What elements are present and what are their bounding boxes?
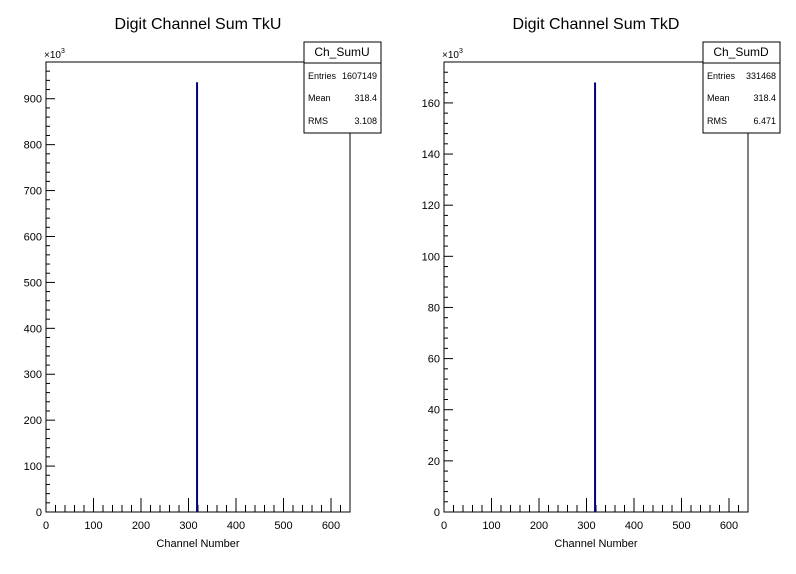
x-tick-label: 100 — [482, 520, 500, 532]
y-tick-label: 0 — [36, 507, 42, 519]
stats-label-rms: RMS — [308, 116, 328, 126]
y-tick-label: 60 — [428, 354, 440, 366]
x-tick-label: 300 — [577, 520, 595, 532]
y-tick-label: 160 — [422, 98, 440, 110]
x-tick-label: 500 — [274, 520, 292, 532]
y-tick-label: 900 — [24, 94, 42, 106]
x-tick-label: 200 — [530, 520, 548, 532]
y-axis-ticks: 0 20 40 60 80 100 120 140 160 — [422, 61, 453, 519]
chart-title: Digit Channel Sum TkU — [115, 16, 282, 33]
y-tick-label: 700 — [24, 186, 42, 198]
x-axis-ticks: 0 100 200 300 400 500 600 — [43, 498, 351, 532]
x-tick-label: 600 — [322, 520, 340, 532]
x-axis-label: Channel Number — [554, 538, 637, 550]
y-tick-label: 400 — [24, 323, 42, 335]
stats-box-frame — [702, 41, 781, 134]
x-tick-label: 200 — [132, 520, 150, 532]
stats-label-rms: RMS — [707, 116, 727, 126]
x-tick-label: 400 — [227, 520, 245, 532]
stats-name: Ch_SumU — [314, 45, 369, 59]
y-tick-label: 120 — [422, 200, 440, 212]
y-tick-label: 600 — [24, 231, 42, 243]
y-tick-label: 140 — [422, 149, 440, 161]
x-tick-label: 600 — [720, 520, 738, 532]
x-tick-label: 300 — [179, 520, 197, 532]
stats-value-mean: 318.4 — [753, 93, 776, 103]
y-multiplier: ×103 — [442, 48, 463, 61]
y-multiplier: ×103 — [44, 48, 65, 61]
y-axis-ticks: 0 100 200 300 400 500 600 700 800 900 — [24, 61, 55, 519]
panel-tku: Digit Channel Sum TkU ×103 0 100 200 300 400… — [24, 16, 382, 550]
stats-label-entries: Entries — [707, 71, 736, 81]
stats-label-entries: Entries — [308, 71, 337, 81]
stats-box-frame — [303, 41, 382, 134]
stats-name: Ch_SumD — [713, 45, 769, 59]
y-tick-label: 300 — [24, 369, 42, 381]
stats-value-rms: 6.471 — [753, 116, 776, 126]
y-tick-label: 40 — [428, 405, 440, 417]
y-tick-label: 20 — [428, 456, 440, 468]
x-tick-label: 0 — [441, 520, 447, 532]
y-tick-label: 200 — [24, 415, 42, 427]
stats-box: Ch_SumU Entries 1607149 Mean 318.4 RMS 3… — [303, 41, 382, 134]
stats-value-entries: 331468 — [746, 71, 776, 81]
x-axis-label: Channel Number — [156, 538, 239, 550]
y-tick-label: 800 — [24, 140, 42, 152]
y-tick-label: 500 — [24, 277, 42, 289]
stats-value-mean: 318.4 — [354, 93, 377, 103]
stats-value-entries: 1607149 — [342, 71, 377, 81]
y-tick-label: 0 — [434, 507, 440, 519]
y-tick-label: 100 — [422, 251, 440, 263]
panel-tkd: Digit Channel Sum TkD ×103 0 100 200 300 400… — [422, 16, 781, 550]
stats-value-rms: 3.108 — [354, 116, 377, 126]
x-axis-ticks: 0 100 200 300 400 500 600 — [441, 498, 749, 532]
x-tick-label: 400 — [625, 520, 643, 532]
stats-label-mean: Mean — [707, 93, 730, 103]
y-tick-label: 100 — [24, 461, 42, 473]
y-tick-label: 80 — [428, 302, 440, 314]
x-tick-label: 500 — [672, 520, 690, 532]
x-tick-label: 0 — [43, 520, 49, 532]
stats-label-mean: Mean — [308, 93, 331, 103]
chart-title: Digit Channel Sum TkD — [513, 16, 680, 33]
x-tick-label: 100 — [84, 520, 102, 532]
stats-box: Ch_SumD Entries 331468 Mean 318.4 RMS 6.… — [702, 41, 781, 134]
